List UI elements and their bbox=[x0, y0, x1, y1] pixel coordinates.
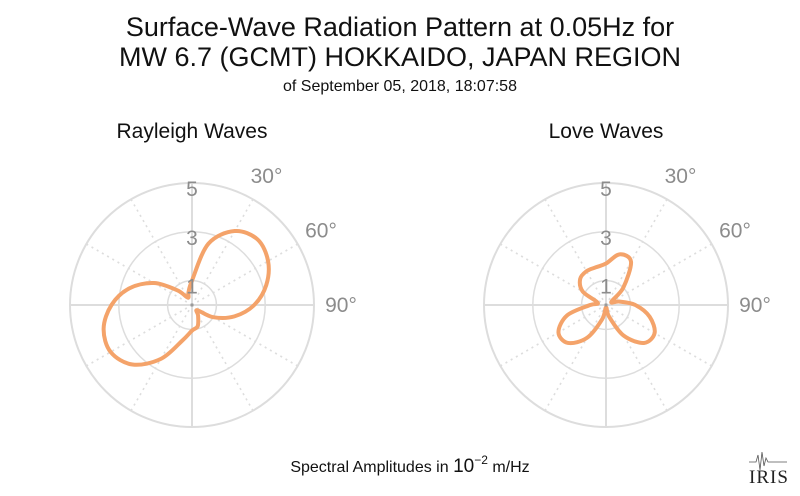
love-angular-gridline bbox=[499, 243, 607, 306]
chart-title-line-2: MW 6.7 (GCMT) HOKKAIDO, JAPAN REGION bbox=[119, 42, 681, 72]
chart-title-line-1: Surface-Wave Radiation Pattern at 0.05Hz… bbox=[126, 12, 674, 42]
footer-prefix: Spectral Amplitudes in bbox=[290, 459, 453, 476]
love-angular-gridline bbox=[605, 243, 713, 306]
love-angle-tick-label: 90° bbox=[739, 294, 771, 317]
rayleigh-angular-gridline bbox=[85, 243, 193, 306]
chart-subtitle: of September 05, 2018, 18:07:58 bbox=[283, 78, 517, 95]
love-angular-gridline bbox=[605, 304, 668, 412]
love-angular-gridline bbox=[544, 198, 607, 306]
rayleigh-angle-tick-label: 30° bbox=[251, 165, 283, 188]
footer-exponent: −2 bbox=[474, 453, 488, 467]
rayleigh-angular-gridline bbox=[191, 304, 299, 367]
rayleigh-angular-gridline bbox=[191, 243, 299, 306]
love-radial-tick-label: 1 bbox=[600, 276, 612, 299]
rayleigh-angular-gridline bbox=[85, 304, 193, 367]
love-radiation-pattern-line bbox=[556, 252, 657, 346]
rayleigh-angle-tick-label: 60° bbox=[305, 220, 337, 243]
footer-base: 10 bbox=[453, 456, 474, 477]
love-angular-gridline bbox=[499, 304, 607, 367]
love-panel-title: Love Waves bbox=[549, 120, 664, 143]
love-angle-tick-label: 60° bbox=[719, 220, 751, 243]
rayleigh-center-dot bbox=[190, 303, 194, 307]
iris-logo-text: IRIS bbox=[749, 467, 789, 488]
rayleigh-angular-gridline bbox=[130, 198, 193, 306]
rayleigh-radial-tick-label: 3 bbox=[186, 227, 198, 250]
rayleigh-radiation-pattern-line bbox=[101, 228, 271, 367]
footer-suffix: m/Hz bbox=[488, 459, 530, 476]
rayleigh-radial-tick-label: 1 bbox=[186, 276, 198, 299]
iris-logo-seismogram bbox=[749, 451, 787, 471]
rayleigh-polar-plot: Rayleigh Waves 1 3 5 30° 60° 90° bbox=[69, 120, 357, 428]
love-radial-tick-label: 5 bbox=[600, 178, 612, 201]
rayleigh-angular-gridline bbox=[191, 198, 254, 306]
rayleigh-panel-title: Rayleigh Waves bbox=[117, 120, 268, 143]
love-angle-tick-label: 30° bbox=[665, 165, 697, 188]
love-radial-tick-label: 3 bbox=[600, 227, 612, 250]
love-center-dot bbox=[604, 303, 608, 307]
love-angular-gridline bbox=[605, 304, 713, 367]
love-polar-plot: Love Waves 1 3 5 30° 60° 90° bbox=[483, 120, 771, 428]
footer-label: Spectral Amplitudes in 10−2 m/Hz bbox=[290, 453, 529, 477]
rayleigh-angle-tick-label: 90° bbox=[325, 294, 357, 317]
love-angular-gridline bbox=[605, 198, 668, 306]
rayleigh-angular-gridline bbox=[191, 304, 254, 412]
rayleigh-radial-tick-label: 5 bbox=[186, 178, 198, 201]
love-angular-gridline bbox=[544, 304, 607, 412]
iris-logo: IRIS bbox=[749, 451, 789, 488]
